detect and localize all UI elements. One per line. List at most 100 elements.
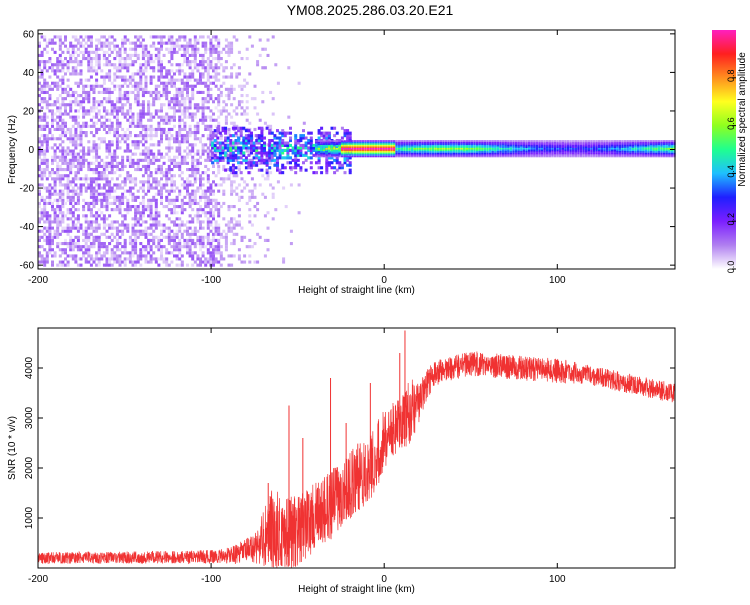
spectrogram-cell bbox=[147, 103, 151, 107]
spectrogram-cell bbox=[499, 141, 502, 144]
spectrogram-cell bbox=[97, 47, 101, 51]
spectrogram-cell bbox=[40, 211, 44, 215]
spectrogram-cell bbox=[141, 69, 145, 73]
spectrogram-cell bbox=[134, 260, 138, 264]
spectrogram-cell bbox=[76, 214, 80, 218]
spectrogram-cell bbox=[173, 189, 176, 193]
spectrogram-cell bbox=[71, 50, 75, 54]
spectrogram-cell bbox=[188, 103, 192, 107]
spectrogram-cell bbox=[56, 137, 60, 141]
spectrogram-cell bbox=[144, 152, 148, 156]
spectrogram-cell bbox=[136, 97, 140, 101]
spectrogram-cell bbox=[245, 81, 249, 85]
spectrogram-cell bbox=[217, 201, 221, 205]
spectrogram-cell bbox=[87, 109, 91, 113]
spectrogram-cell bbox=[71, 152, 75, 156]
spectrogram-cell bbox=[338, 166, 342, 170]
spectrogram-cell bbox=[193, 66, 197, 70]
spectrogram-cell bbox=[574, 140, 577, 142]
spectrogram-cell bbox=[105, 146, 109, 150]
spectrogram-cell bbox=[496, 141, 500, 144]
spectrogram-cell bbox=[455, 143, 458, 145]
spectrogram-cell bbox=[248, 72, 252, 76]
spectrogram-cell bbox=[392, 144, 396, 147]
spectrogram-cell bbox=[74, 103, 78, 107]
spectrogram-cell bbox=[413, 151, 416, 153]
spectrogram-cell bbox=[105, 229, 109, 233]
spectrogram-cell bbox=[335, 156, 339, 160]
spectrogram-cell bbox=[325, 144, 328, 147]
spectrogram-cell bbox=[214, 201, 218, 205]
spectrogram-cell bbox=[590, 152, 593, 155]
spectrogram-cell bbox=[348, 151, 352, 153]
spectrogram-cell bbox=[353, 143, 357, 145]
spectrogram-cell bbox=[53, 220, 57, 224]
spectrogram-cell bbox=[136, 115, 140, 119]
spectrogram-cell bbox=[128, 238, 132, 242]
spectrogram-cell bbox=[160, 186, 163, 190]
spectrogram-cell bbox=[66, 198, 70, 202]
spectrogram-cell bbox=[224, 94, 228, 98]
spectrogram-cell bbox=[278, 146, 282, 150]
spectrogram-cell bbox=[160, 245, 163, 249]
spectrogram-cell bbox=[483, 155, 487, 158]
spectrogram-cell bbox=[71, 177, 75, 181]
spectrogram-cell bbox=[82, 50, 86, 54]
spectrogram-cell bbox=[206, 198, 210, 202]
spectrogram-cell bbox=[188, 112, 192, 116]
spectrogram-cell bbox=[38, 192, 41, 196]
spectrogram-cell bbox=[204, 69, 208, 73]
spectrogram-cell bbox=[108, 63, 112, 67]
spectrogram-cell bbox=[40, 35, 44, 39]
spectrogram-cell bbox=[546, 155, 549, 158]
spectrogram-cell bbox=[87, 254, 91, 258]
spectrogram-cell bbox=[212, 251, 215, 255]
spectrogram-cell bbox=[209, 38, 213, 42]
spectrogram-cell bbox=[304, 136, 308, 140]
spectrogram-cell bbox=[160, 251, 163, 255]
spectrogram-cell bbox=[167, 177, 171, 181]
spectrogram-cell bbox=[108, 214, 112, 218]
spectrogram-cell bbox=[188, 195, 192, 199]
spectrogram-cell bbox=[71, 161, 75, 165]
spectrogram-cell bbox=[100, 75, 104, 79]
spectrogram-cell bbox=[160, 183, 163, 187]
spectrogram-cell bbox=[66, 186, 70, 190]
spectrogram-cell bbox=[105, 149, 109, 153]
spectrogram-cell bbox=[525, 148, 528, 150]
spectrogram-cell bbox=[543, 141, 546, 144]
spectrogram-cell bbox=[418, 140, 422, 142]
spectrogram-cell bbox=[556, 155, 559, 158]
spectrogram-cell bbox=[592, 148, 596, 150]
spectrogram-cell bbox=[66, 158, 70, 162]
spectrogram-cell bbox=[180, 235, 184, 239]
spectrogram-cell bbox=[136, 220, 140, 224]
spectrogram-cell bbox=[517, 151, 520, 153]
spectrogram-cell bbox=[540, 143, 544, 145]
spectrogram-cell bbox=[543, 149, 546, 152]
spectrogram-cell bbox=[209, 183, 213, 187]
spectrogram-cell bbox=[175, 97, 179, 101]
spectrogram-cell bbox=[128, 63, 132, 67]
spectrogram-cell bbox=[160, 47, 163, 51]
spectrogram-cell bbox=[45, 226, 49, 230]
spectrogram-cell bbox=[170, 35, 174, 39]
spectrogram-cell bbox=[248, 238, 252, 242]
spectrogram-cell bbox=[126, 223, 130, 227]
spectrogram-cell bbox=[231, 153, 235, 157]
spectrogram-cell bbox=[38, 94, 41, 98]
spectrogram-cell bbox=[209, 189, 213, 193]
spectrogram-cell bbox=[577, 148, 580, 150]
spectrogram-cell bbox=[320, 166, 324, 170]
spectrogram-cell bbox=[45, 186, 49, 190]
spectrogram-cell bbox=[214, 183, 218, 187]
spectrogram-cell bbox=[136, 72, 140, 76]
spectrogram-cell bbox=[97, 263, 101, 267]
spectrogram-cell bbox=[74, 177, 78, 181]
spectrogram-cell bbox=[53, 69, 57, 73]
spectrogram-cell bbox=[530, 143, 533, 145]
spectrogram-cell bbox=[118, 121, 122, 125]
spectrogram-cell bbox=[193, 131, 197, 135]
spectrogram-cell bbox=[204, 195, 208, 199]
spectrogram-cell bbox=[512, 143, 515, 145]
